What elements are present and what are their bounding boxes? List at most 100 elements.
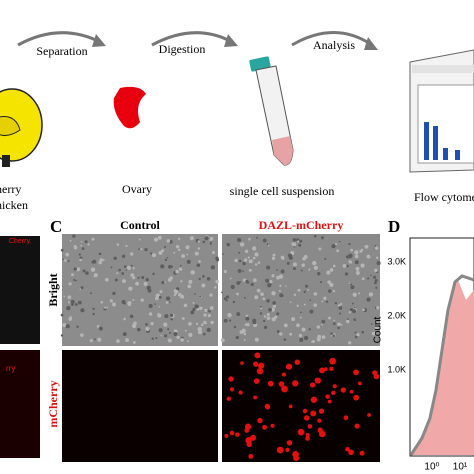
cytometer-bar [443, 148, 448, 160]
cell-texture [116, 272, 119, 275]
cell-texture [96, 324, 100, 328]
y-tick-label: 2.0K [387, 310, 406, 320]
cell-texture [285, 285, 287, 287]
cell-texture [197, 330, 203, 335]
cell-texture [158, 305, 161, 308]
cell-texture [154, 296, 159, 301]
cell-texture [235, 335, 239, 340]
cell-texture [166, 239, 171, 243]
cell-texture [326, 270, 331, 275]
cell-texture [175, 244, 180, 249]
cell-texture [87, 243, 90, 246]
cell-texture [68, 282, 72, 286]
cell-texture [245, 314, 249, 318]
cell-texture [375, 246, 379, 250]
cell-texture [330, 332, 333, 335]
cell-texture [237, 268, 242, 273]
plot-frame [409, 237, 474, 457]
cell-texture [313, 303, 318, 307]
cell-texture [137, 327, 141, 332]
cell-texture [328, 289, 332, 293]
cell-texture [257, 261, 261, 265]
cell-texture [297, 240, 300, 243]
cell-texture [197, 247, 201, 250]
fluorescent-cell [353, 369, 359, 376]
cell-texture [196, 263, 201, 267]
cell-texture [248, 237, 251, 241]
cell-texture [215, 279, 219, 284]
cell-texture [266, 312, 270, 316]
cell-texture [155, 337, 158, 340]
cell-texture [254, 295, 259, 300]
cell-texture [291, 317, 296, 322]
cell-texture [338, 240, 341, 243]
cell-texture [239, 242, 245, 247]
cell-texture [245, 279, 249, 283]
fluorescent-cell [267, 380, 274, 387]
fluorescent-cell [285, 447, 290, 453]
cell-texture [153, 237, 158, 242]
cell-texture [200, 323, 204, 327]
fluorescent-cell [297, 428, 305, 436]
cell-texture [244, 249, 249, 253]
cell-texture [104, 306, 107, 309]
cell-texture [161, 281, 165, 285]
fluorescent-cell [281, 372, 287, 377]
cell-texture [276, 330, 280, 333]
fluorescent-cell [294, 359, 300, 365]
cell-texture [239, 281, 242, 283]
cell-texture [349, 283, 352, 286]
cell-texture [194, 304, 199, 309]
cell-texture [374, 279, 378, 283]
fluorescent-cell [281, 385, 288, 393]
cell-texture [121, 272, 125, 275]
step-label: Analysis [313, 38, 355, 52]
fluorescent-cell [319, 367, 325, 374]
cell-texture [73, 278, 76, 281]
cell-texture [358, 292, 361, 295]
arrowhead [224, 34, 238, 47]
cell-texture [316, 337, 321, 342]
cell-texture [271, 274, 275, 278]
fluorescent-cell [244, 428, 250, 433]
cell-texture [123, 317, 126, 321]
cell-texture [207, 309, 210, 312]
cell-texture [267, 283, 272, 288]
cell-texture [214, 286, 217, 289]
cell-texture [65, 252, 70, 257]
cell-texture [209, 242, 212, 245]
cell-texture [80, 286, 84, 290]
cell-texture [360, 263, 365, 268]
cell-texture [179, 264, 182, 267]
cell-texture [140, 248, 143, 251]
cell-texture [280, 255, 285, 260]
y-tick-label: 1.0K [387, 364, 406, 374]
cell-texture [84, 240, 88, 244]
cell-texture [309, 299, 311, 302]
cell-texture [157, 235, 162, 240]
cell-texture [129, 252, 134, 256]
cell-texture [354, 335, 358, 339]
cell-texture [367, 277, 370, 280]
cell-texture [173, 251, 176, 254]
cell-texture [262, 319, 266, 323]
cell-texture [222, 253, 224, 255]
cell-texture [73, 267, 77, 271]
cell-texture [154, 303, 156, 305]
cell-texture [173, 293, 176, 297]
fluorescent-cell [348, 449, 354, 456]
cell-texture [148, 303, 153, 309]
cell-texture [93, 273, 98, 278]
fluorescent-cell [276, 446, 284, 454]
fluorescent-cell [286, 440, 293, 446]
cell-texture [292, 237, 297, 242]
cell-texture [336, 249, 340, 253]
fluorescent-cell [253, 395, 258, 400]
cell-texture [114, 278, 118, 282]
cell-texture [112, 291, 116, 296]
fluorescent-cell [325, 394, 330, 399]
cell-texture [159, 290, 163, 294]
cell-texture [318, 247, 322, 251]
cell-texture [256, 288, 261, 293]
cell-texture [161, 249, 165, 253]
